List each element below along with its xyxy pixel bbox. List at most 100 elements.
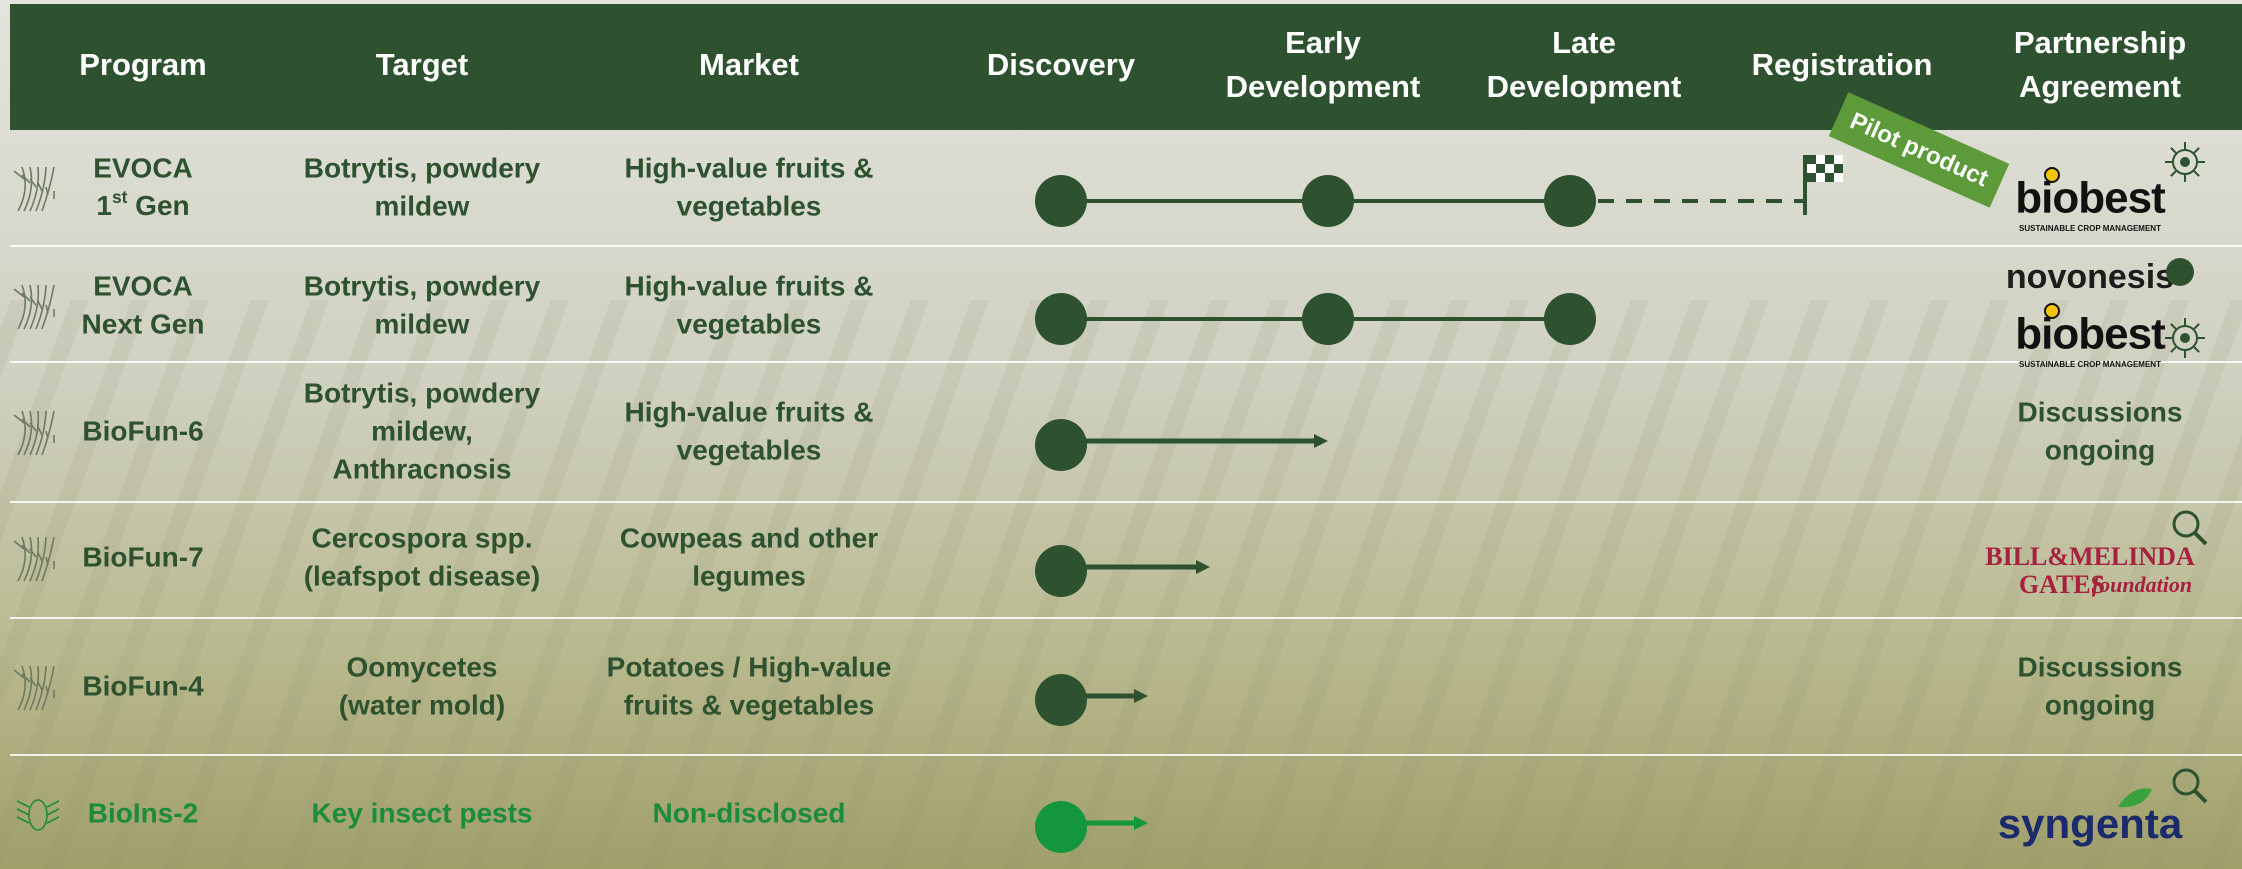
stage-dot: [1302, 175, 1354, 227]
cell-text: High-value fruits &: [625, 270, 874, 301]
icon-part: [41, 284, 55, 330]
plant-icon: [13, 410, 55, 456]
icon-part: [37, 300, 43, 310]
partner-icon: [2193, 789, 2208, 804]
logo-text: foundation: [2092, 572, 2192, 597]
icon-part: [17, 410, 26, 456]
icon-part: [41, 536, 55, 582]
icon-part: [1825, 173, 1834, 182]
cell-text: (leafspot disease): [304, 560, 541, 591]
icon-part: [29, 284, 40, 330]
icon-part: [1825, 164, 1834, 173]
partner-icon: [2193, 531, 2208, 546]
icon-part: [37, 182, 43, 192]
icon-part: [1807, 173, 1816, 182]
icon-part: [21, 292, 31, 302]
icon-part: [1834, 173, 1843, 182]
header-label: Partnership: [2014, 25, 2186, 60]
logo-text: BILL&MELINDA: [1985, 542, 2195, 571]
icon-part: [35, 536, 47, 582]
icon-part: [35, 665, 47, 711]
cell-text: Anthracnosis: [333, 453, 512, 484]
header-label: Target: [376, 47, 468, 82]
arrow-head: [1314, 434, 1328, 448]
icon-part: [29, 536, 40, 582]
header-label: Development: [1226, 69, 1421, 104]
cell-text: Discussions: [2018, 396, 2183, 427]
header-label: Registration: [1752, 47, 1933, 82]
cell-text: BioFun-6: [82, 415, 203, 446]
logo-text: syngenta: [1998, 800, 2183, 847]
header-label: Late: [1552, 25, 1616, 60]
icon-part: [16, 816, 30, 824]
icon-part: [37, 426, 43, 436]
superscript: st: [112, 187, 128, 207]
cell-text: ongoing: [2045, 689, 2155, 720]
header-label: Market: [699, 47, 799, 82]
cell-text: vegetables: [677, 434, 822, 465]
logo-bee: [2044, 167, 2060, 183]
arrow-head: [1134, 816, 1148, 830]
icon-part: [29, 410, 40, 456]
logo-tagline: SUSTAINABLE CROP MANAGEMENT: [2019, 224, 2161, 233]
icon-part: [35, 410, 47, 456]
cell-text: mildew: [375, 190, 470, 221]
icon-part: [46, 800, 60, 808]
icon-part: [29, 665, 40, 711]
stage-dot: [1544, 175, 1596, 227]
icon-part: [13, 170, 25, 180]
cell-text: Key insect pests: [312, 797, 533, 828]
icon-part: [41, 665, 55, 711]
cell-text: Discussions: [2018, 651, 2183, 682]
icon-part: [45, 186, 49, 196]
icon-part: [45, 430, 49, 440]
cell-text: BioIns-2: [88, 797, 198, 828]
icon-part: [13, 288, 25, 298]
logo-tagline: SUSTAINABLE CROP MANAGEMENT: [2019, 360, 2161, 369]
logo-leaf: [2118, 788, 2152, 808]
partner-icon: [2165, 318, 2205, 358]
icon-part: [2170, 147, 2177, 154]
icon-part: [35, 166, 47, 212]
icon-part: [29, 422, 37, 432]
pilot-tag-bg: [1828, 92, 2010, 208]
cell-text-part: Gen: [127, 190, 189, 221]
flag-icon: [1803, 155, 1843, 215]
header-label: Program: [79, 47, 206, 82]
icon-part: [2193, 346, 2200, 353]
icon-part: [1816, 164, 1825, 173]
icon-part: [35, 284, 47, 330]
logo-text: biobest: [2015, 174, 2166, 223]
stage-dot: [1302, 293, 1354, 345]
cell-text: High-value fruits &: [625, 152, 874, 183]
cell-text: Non-disclosed: [653, 797, 846, 828]
icon-part: [45, 304, 49, 314]
header-label: Agreement: [2019, 69, 2181, 104]
cell-text: ongoing: [2045, 434, 2155, 465]
header-label: Discovery: [987, 47, 1136, 82]
partner-icon: [2172, 510, 2200, 538]
icon-part: [21, 174, 31, 184]
icon-part: [21, 418, 31, 428]
icon-part: [13, 414, 25, 424]
icon-part: [1807, 155, 1816, 164]
icon-part: [1825, 155, 1834, 164]
cell-text: Next Gen: [82, 308, 205, 339]
cell-text: (water mold): [339, 689, 505, 720]
logo-text: novonesis: [2006, 258, 2174, 296]
icon-part: [46, 816, 60, 824]
cell-text: Oomycetes: [347, 651, 498, 682]
plant-icon: [13, 166, 55, 212]
logo-text: biobest: [2015, 310, 2166, 359]
icon-part: [29, 178, 37, 188]
header-label: Early: [1285, 25, 1362, 60]
header-label: Development: [1487, 69, 1682, 104]
icon-part: [1816, 173, 1825, 182]
cell-text: Cercospora spp.: [312, 522, 533, 553]
icon-part: [2193, 323, 2200, 330]
icon-part: [1816, 155, 1825, 164]
icon-part: [17, 284, 26, 330]
cell-text: Botrytis, powdery: [304, 152, 541, 183]
icon-part: [2180, 157, 2190, 167]
